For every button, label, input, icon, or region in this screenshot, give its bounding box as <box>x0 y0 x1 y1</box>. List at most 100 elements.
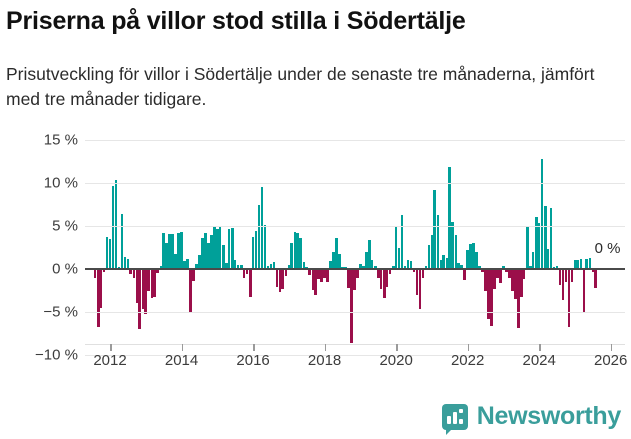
bar <box>472 243 476 269</box>
bar <box>96 269 100 328</box>
bar <box>526 226 529 269</box>
bar <box>442 255 445 269</box>
bar <box>463 269 467 281</box>
y-axis-tick-label: 0 % <box>52 260 78 278</box>
plot-area <box>85 140 625 356</box>
bar <box>105 237 109 269</box>
bar <box>186 258 189 269</box>
bar <box>418 269 422 310</box>
bar <box>120 213 124 269</box>
bar <box>517 269 520 329</box>
logo-bar-2 <box>452 411 457 424</box>
logo-bar-3 <box>458 418 463 424</box>
bar <box>388 269 392 275</box>
bar <box>189 269 192 312</box>
bar <box>287 264 291 269</box>
bar <box>242 269 246 279</box>
bar <box>531 251 535 269</box>
bar <box>582 269 586 313</box>
bar <box>564 269 568 282</box>
x-axis-labels: 2012 2014 2016 2018 2020 2022 2024 2026 <box>85 352 628 376</box>
x-axis-tick <box>539 344 541 351</box>
bar <box>576 260 580 269</box>
bar <box>570 269 574 282</box>
bar <box>278 269 282 293</box>
bar <box>168 233 172 269</box>
bar <box>231 227 234 269</box>
bar <box>376 269 380 279</box>
y-axis-labels: 15 % 10 % 5 % 0 % −5 % −10 % <box>0 132 78 364</box>
x-axis-tick-label: 2012 <box>93 352 127 369</box>
bar <box>248 269 252 297</box>
bar-chart-bubble-icon <box>441 403 468 435</box>
bar <box>469 244 472 269</box>
page-title: Priserna på villor stod stilla i Södertä… <box>6 7 466 35</box>
bar <box>338 254 341 269</box>
bar <box>99 269 103 308</box>
bar <box>445 257 449 269</box>
x-axis-line <box>85 344 625 345</box>
bar <box>266 265 270 269</box>
gridline <box>85 355 625 356</box>
x-axis-tick <box>324 344 327 351</box>
bar <box>347 269 350 288</box>
bar <box>123 256 127 269</box>
x-axis-tick-label: 2016 <box>236 352 270 369</box>
bar <box>579 258 583 269</box>
bar <box>370 260 374 269</box>
bar <box>493 269 496 289</box>
bar <box>159 266 163 269</box>
x-axis-tick-label: 2026 <box>594 352 628 369</box>
logo-dot <box>458 408 463 413</box>
x-axis-tick <box>181 344 184 351</box>
bar <box>451 221 454 269</box>
y-axis-tick-label: 5 % <box>52 217 78 235</box>
bar <box>421 269 425 278</box>
zero-axis-line <box>85 267 625 271</box>
bar <box>448 166 452 269</box>
bar <box>433 189 437 269</box>
x-axis-tick <box>467 344 470 351</box>
x-axis-tick-label: 2018 <box>307 352 342 369</box>
bar <box>522 269 526 280</box>
bar <box>508 269 511 278</box>
bar <box>383 269 386 299</box>
bar <box>284 269 288 276</box>
bar <box>314 269 317 295</box>
x-axis-tick-label: 2024 <box>522 352 556 369</box>
bar <box>403 265 407 269</box>
bar <box>454 234 458 269</box>
bar <box>200 238 204 269</box>
bar <box>317 269 320 280</box>
bar <box>519 269 523 297</box>
bar <box>290 243 293 269</box>
bar <box>323 269 326 279</box>
bar <box>365 251 368 269</box>
page-subtitle: Prisutveckling för villor i Södertälje u… <box>6 64 595 109</box>
bar <box>126 258 130 269</box>
bar <box>260 187 264 269</box>
x-axis-tick <box>396 344 398 351</box>
bar <box>192 269 195 282</box>
bar <box>537 223 541 269</box>
bar <box>320 269 324 282</box>
gridline <box>85 312 625 313</box>
bar <box>144 269 148 314</box>
bar <box>499 269 502 283</box>
bar <box>350 269 353 343</box>
bar <box>439 260 443 269</box>
bar <box>409 261 413 269</box>
bar <box>356 269 359 278</box>
bar <box>335 238 338 269</box>
bar <box>546 249 550 269</box>
bar <box>195 263 198 269</box>
bar <box>478 266 481 269</box>
bar <box>400 214 404 269</box>
bar <box>272 262 276 269</box>
bar <box>549 207 553 269</box>
bar <box>424 265 428 269</box>
bar <box>138 269 141 330</box>
logo-wordmark: Newsworthy <box>476 402 622 430</box>
bar <box>394 226 398 269</box>
bar <box>588 257 592 269</box>
